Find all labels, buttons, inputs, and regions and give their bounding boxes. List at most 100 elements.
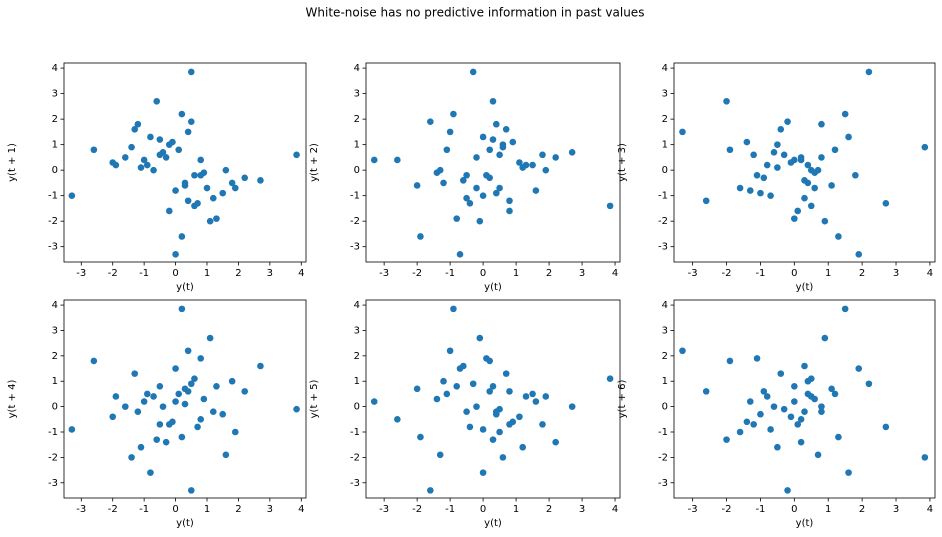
scatter-point (726, 146, 734, 154)
scatter-point (882, 200, 890, 207)
scatter-point (811, 395, 818, 403)
y-tick-label: -1 (350, 427, 360, 438)
scatter-point (394, 156, 401, 164)
scatter-point (921, 454, 929, 461)
scatter-point (679, 128, 686, 136)
x-tick-label: -1 (139, 268, 149, 279)
x-tick-label: -3 (379, 268, 389, 279)
x-axis-label: y(t) (796, 518, 814, 529)
scatter-point (552, 438, 559, 446)
scatter-point (443, 146, 451, 154)
scatter-point (763, 393, 771, 400)
x-tick-label: 1 (825, 504, 831, 515)
x-tick-label: 1 (825, 268, 831, 279)
x-tick-label: 1 (513, 268, 519, 279)
scatter-point (257, 177, 264, 184)
scatter-point (147, 133, 154, 141)
scatter-point (499, 141, 507, 148)
x-tick-label: -1 (445, 504, 455, 515)
scatter-point (801, 408, 808, 415)
scatter-point (191, 375, 198, 382)
subplot: -3 -2 -1 0 1 2 3 4 -3 -2 -1 0 1 2 3 4 y(t) y(t + 5) (309, 299, 621, 529)
scatter-point (814, 166, 822, 174)
scatter-point (219, 410, 227, 418)
scatter-point (506, 388, 513, 395)
scatter-point (469, 68, 477, 76)
scatter-point (797, 156, 805, 164)
y-tick-label: 2 (354, 351, 360, 362)
scatter-point (206, 217, 214, 225)
scatter-point (845, 469, 852, 476)
y-tick-label: -3 (48, 478, 58, 489)
scatter-point (794, 421, 802, 428)
scatter-point (821, 217, 829, 225)
scatter-point (767, 192, 774, 199)
y-tick-label: 0 (354, 165, 360, 176)
scatter-point (496, 184, 503, 192)
scatter-point (165, 207, 173, 215)
scatter-point (473, 184, 480, 192)
y-tick-label: -2 (658, 216, 668, 227)
x-tick-label: 3 (893, 268, 899, 279)
scatter-point (147, 469, 154, 476)
x-tick-label: 0 (791, 504, 797, 515)
x-tick-label: -3 (688, 504, 698, 515)
scatter-point (197, 156, 205, 164)
x-tick-label: 4 (927, 504, 933, 515)
scatter-point (187, 118, 195, 125)
y-axis-label: y(t + 5) (309, 380, 320, 419)
scatter-point (175, 146, 183, 154)
axes-frame (365, 62, 621, 263)
x-tick-label: 4 (612, 504, 618, 515)
x-tick-label: -2 (722, 504, 732, 515)
x-tick-label: 0 (480, 504, 486, 515)
scatter-point (723, 97, 730, 105)
scatter-point (780, 151, 788, 159)
scatter-point (257, 362, 264, 370)
scatter-point (726, 357, 734, 365)
scatter-point (522, 393, 530, 400)
y-tick-label: 4 (662, 63, 668, 74)
x-tick-label: -3 (688, 268, 698, 279)
scatter-point (436, 451, 444, 459)
subplot: -3 -2 -1 0 1 2 3 4 -3 -2 -1 0 1 2 3 4 y(t) y(t + 3) (617, 62, 936, 293)
scatter-point (743, 418, 751, 426)
scatter-point (750, 421, 757, 428)
scatter-point (509, 138, 517, 146)
scatter-point (213, 383, 220, 390)
scatter-point (90, 146, 98, 154)
y-tick-label: 3 (52, 89, 58, 100)
y-tick-label: -3 (350, 478, 360, 489)
scatter-point (763, 161, 771, 169)
scatter-point (568, 148, 576, 156)
x-tick-label: 4 (298, 504, 304, 515)
scatter-point (293, 151, 300, 159)
scatter-point (112, 161, 120, 169)
y-tick-label: 3 (354, 89, 360, 100)
scatter-point (801, 194, 808, 202)
scatter-point (68, 426, 76, 433)
scatter-point (814, 451, 822, 459)
scatter-point (770, 403, 778, 410)
scatter-point (370, 156, 378, 164)
x-tick-label: -2 (108, 504, 118, 515)
y-tick-label: -1 (658, 191, 668, 202)
scatter-point (460, 362, 467, 370)
scatter-point (492, 408, 500, 415)
scatter-point (181, 400, 189, 408)
scatter-point (150, 393, 157, 400)
scatter-point (413, 182, 421, 189)
x-tick-label: -3 (76, 504, 86, 515)
scatter-point (865, 380, 873, 388)
x-tick-label: -1 (445, 268, 455, 279)
scatter-point (552, 154, 559, 161)
scatter-point (760, 174, 768, 182)
x-axis-label: y(t) (796, 282, 814, 293)
scatter-point (184, 197, 192, 205)
y-tick-label: 1 (354, 376, 360, 387)
scatter-point (473, 403, 480, 410)
y-axis-label: y(t + 6) (617, 380, 628, 419)
x-tick-label: 4 (298, 268, 304, 279)
y-axis-label: y(t + 2) (309, 143, 320, 182)
y-tick-label: 4 (52, 300, 58, 311)
